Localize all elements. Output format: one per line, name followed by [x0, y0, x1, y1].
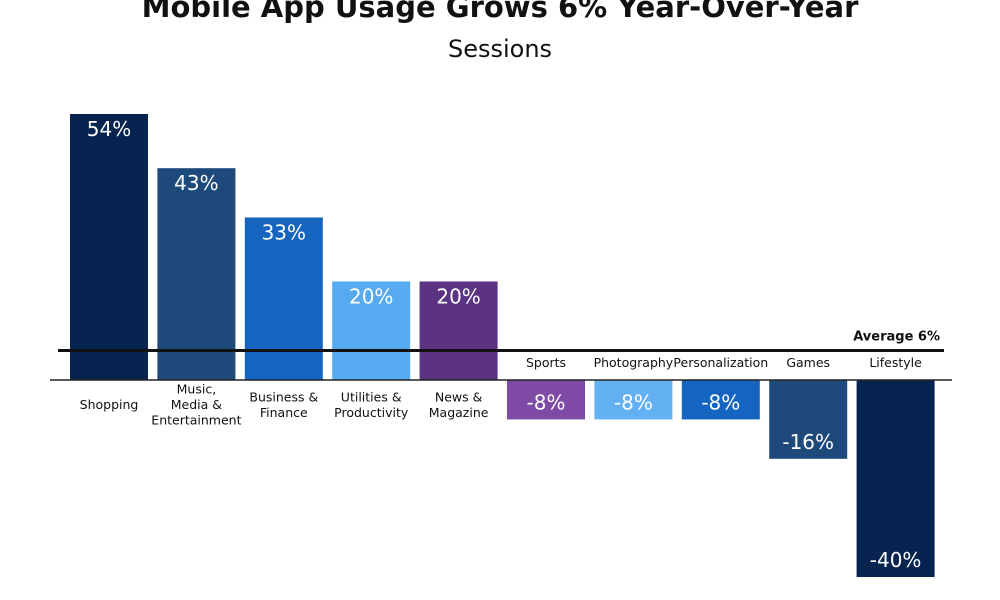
- category-label-2: Business & Finance: [249, 389, 318, 420]
- bar-5: [507, 380, 585, 420]
- bar-value-label-7: -8%: [701, 390, 740, 414]
- category-label-0: Shopping: [80, 397, 139, 412]
- bar-3: [332, 281, 411, 380]
- bars-group: 54% Shopping 43% Music, Media & Entertainment…: [70, 114, 935, 578]
- chart-subtitle: Sessions: [448, 35, 552, 63]
- category-label-5: Sports: [526, 355, 566, 370]
- category-label-3: Utilities & Productivity: [334, 389, 409, 420]
- bar-value-label-3: 20%: [349, 284, 393, 308]
- bar-6: [594, 380, 673, 420]
- bar-value-label-6: -8%: [614, 390, 653, 414]
- category-label-8: Games: [786, 355, 830, 370]
- bar-9: [856, 380, 935, 578]
- average-label: Average 6%: [853, 329, 940, 344]
- bar-2: [244, 217, 323, 380]
- bar-8: [769, 380, 848, 459]
- bar-0: [70, 114, 148, 380]
- chart-title: Mobile App Usage Grows 6% Year-Over-Year: [142, 0, 859, 24]
- bar-7: [681, 380, 760, 420]
- category-label-4: News & Magazine: [429, 389, 489, 420]
- bar-value-label-2: 33%: [262, 220, 306, 244]
- bar-1: [157, 168, 236, 380]
- bar-value-label-1: 43%: [174, 171, 218, 195]
- bar-value-label-5: -8%: [527, 390, 566, 414]
- category-label-9: Lifestyle: [869, 355, 922, 370]
- bar-value-label-8: -16%: [782, 430, 834, 454]
- bar-4: [419, 281, 498, 380]
- category-label-6: Photography: [594, 355, 674, 370]
- category-label-7: Personalization: [673, 355, 768, 370]
- bar-value-label-9: -40%: [870, 548, 922, 572]
- bar-value-label-0: 54%: [87, 117, 131, 141]
- bar-value-label-4: 20%: [436, 284, 480, 308]
- category-label-1: Music, Media & Entertainment: [151, 382, 241, 428]
